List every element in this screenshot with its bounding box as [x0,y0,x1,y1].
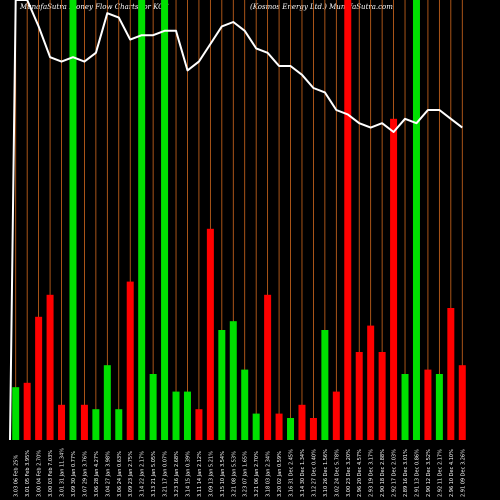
x-tick-label: 2.93 19 Dec 3.17% [369,449,375,497]
x-tick-label: 3.02 24 Dec 5.78% [334,449,340,497]
price-line [9,0,463,441]
x-tick-labels: 3.03 06 Feb 25% 3.01 05 Feb 3.95% 3.00 04 … [14,448,467,497]
x-tick-label: 3.01 31 Jan 11.34% [60,448,66,497]
x-tick-label: 2.90 18 Dec 2.88% [380,449,386,497]
money-flow-bar [264,294,272,440]
money-flow-bar [12,387,20,440]
money-flow-bar [275,413,283,440]
x-tick-label: 3.06 28 Jan 4.27% [94,451,100,497]
money-flow-bar [412,0,420,440]
money-flow-bar [103,365,111,440]
money-flow-bar [46,294,54,440]
money-flow-bar [344,0,352,440]
money-flow-bar [332,391,340,440]
x-tick-label: 3.16 31 Dec 2.45% [289,449,295,497]
money-flow-bar [23,382,31,440]
x-tick-label: 3.18 03 Jan 2.34% [266,451,272,497]
money-flow-bar [92,409,100,440]
x-tick-label: 2.96 10 Dec 4.10% [449,449,455,497]
money-flow-bar [229,321,237,440]
x-tick-label: 3.00 23 Dec 3.20% [346,449,352,497]
money-flow-bar [355,352,363,440]
x-tick-label: 2.91 13 Dec 0.86% [414,449,420,497]
x-tick-label: 3.23 16 Jan 2.68% [174,451,180,497]
x-tick-label: 3.21 08 Jan 5.53% [231,451,237,497]
x-tick-label: 3.21 17 Jan 0.07% [163,451,169,497]
money-flow-bar [195,409,203,440]
money-flow-bar [206,228,214,440]
money-flow-bar [401,374,409,440]
x-tick-label: 3.12 27 Dec 0.40% [311,449,317,497]
x-tick-label: 3.01 05 Feb 3.95% [25,450,31,497]
x-tick-label: 3.09 30 Jan 0.77% [71,451,77,497]
x-tick-label: 2.92 11 Dec 2.17% [437,449,443,497]
money-flow-bar [378,352,386,440]
money-flow-bar [138,0,146,440]
money-flow-bar [458,365,466,440]
x-tick-label: 3.00 04 Feb 2.70% [37,450,43,497]
x-tick-label: 3.04 27 Jan 3.98% [105,451,111,497]
money-flow-bar [35,316,43,440]
money-flow-bar [287,418,295,440]
x-tick-label: 3.11 14 Jan 2.12% [197,451,203,497]
chart-header-right: (Kosmos Energy Ltd.) MunafaSutra.com [250,3,393,11]
x-tick-label: 3.20 02 Jan 0.59% [277,451,283,497]
money-flow-bar [321,330,329,440]
x-tick-label: 2.90 12 Dec 3.52% [426,449,432,497]
chart-header-left: MunafaSutra Money Flow Charts for KOS [20,3,169,11]
x-tick-label: 3.14 15 Jan 0.39% [185,451,191,497]
money-flow-bar [172,391,180,440]
money-flow-bar [183,391,191,440]
x-tick-label: 3.14 30 Dec 1.34% [300,449,306,497]
money-flow-bar [447,308,455,440]
x-tick-label: 3.07 29 Jan 3.76% [82,451,88,497]
money-flow-bar [115,409,123,440]
money-flow-bar [218,330,226,440]
x-tick-label: 2.89 16 Dec 3.01% [403,449,409,497]
money-flow-bar [149,374,157,440]
x-tick-label: 3.13 21 Jan 5.05% [151,451,157,497]
money-flow-bar [161,0,169,440]
x-tick-label: 3.14 22 Jan 2.17% [140,451,146,497]
x-tick-label: 2.96 20 Dec 4.57% [357,449,363,497]
x-tick-label: 3.23 07 Jan 1.65% [243,451,249,497]
x-tick-label: 3.03 06 Feb 25% [14,455,20,497]
x-tick-label: 2.92 17 Dec 2.03% [392,449,398,497]
x-tick-label: 3.09 13 Jan 5.21% [208,451,214,497]
money-flow-bar [424,369,432,440]
x-tick-label: 3.10 26 Dec 1.56% [323,449,329,497]
money-flow-bar [69,0,77,440]
x-tick-label: 3.09 23 Jan 2.75% [128,451,134,497]
money-flow-bar [252,413,260,440]
x-tick-label: 3.00 03 Feb 7.03% [48,450,54,497]
money-flow-bars [12,0,466,441]
money-flow-bar [80,404,88,440]
money-flow-bar [298,404,306,440]
x-tick-label: 3.15 10 Jan 3.54% [220,451,226,497]
money-flow-bar [367,325,375,440]
x-tick-label: 3.21 06 Jan 2.70% [254,451,260,497]
money-flow-bar [435,374,443,440]
money-flow-bar [126,281,134,440]
x-tick-label: 2.91 09 Dec 3.26% [460,449,466,497]
money-flow-bar [241,369,249,440]
money-flow-bar [58,404,66,440]
money-flow-bar [309,418,317,440]
money-flow-bar [390,118,398,441]
x-tick-label: 3.06 24 Jan 0.63% [117,451,123,497]
